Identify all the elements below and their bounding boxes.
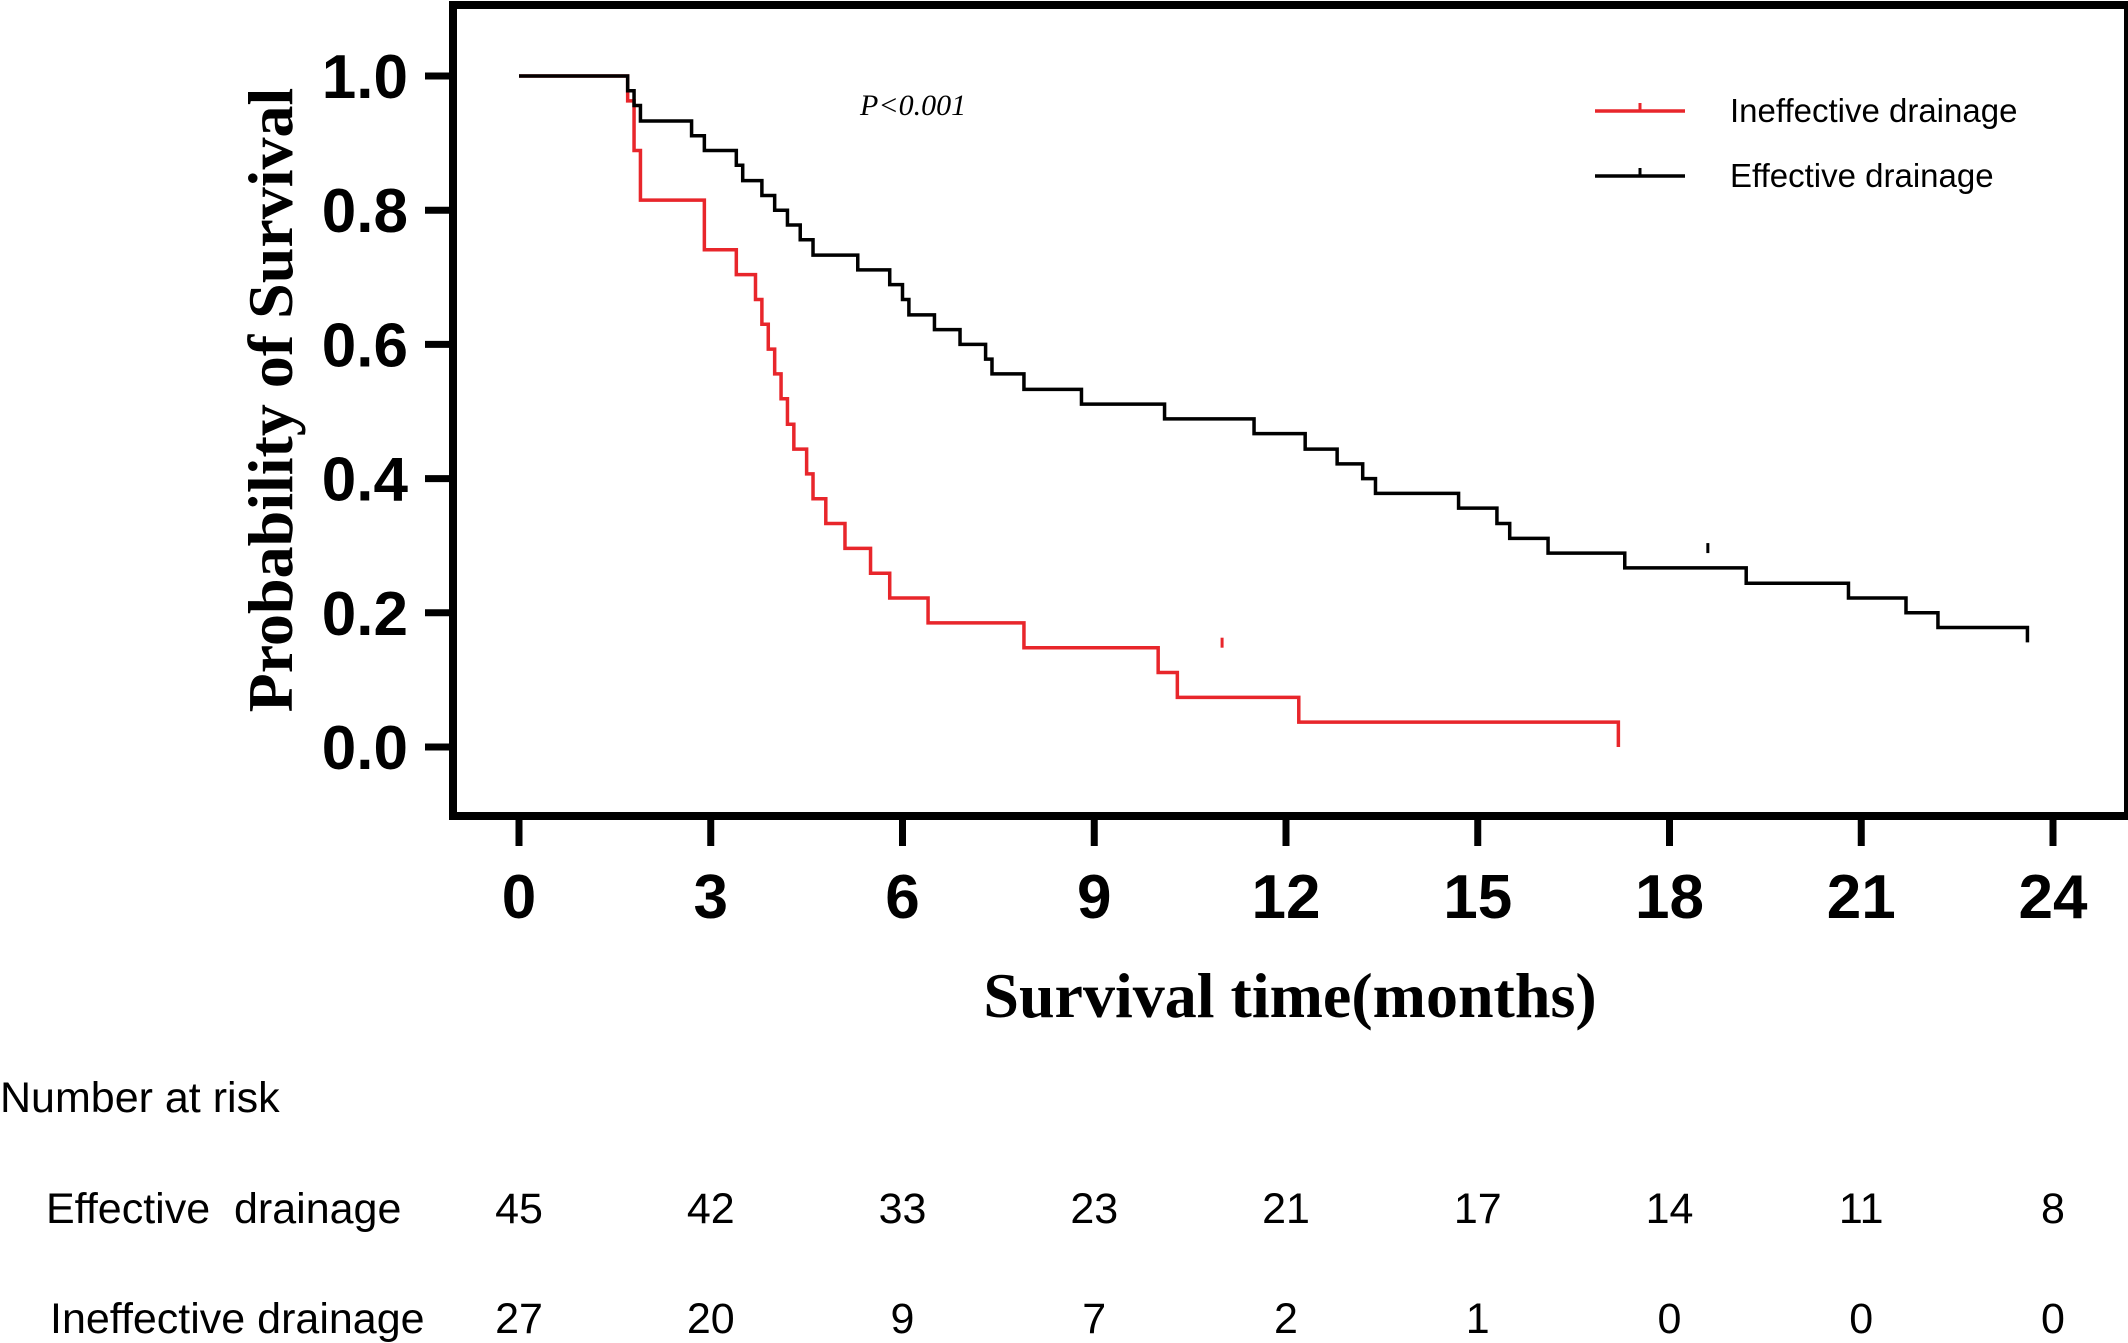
x-tick-label: 15 bbox=[1443, 863, 1512, 932]
risk-values: 45 42 33 23 21 17 14 11 827 20 9 7 2 1 0 0 0 bbox=[495, 1185, 2065, 1343]
x-tick-label: 18 bbox=[1635, 863, 1704, 932]
x-axis-title: Survival time(months) bbox=[983, 960, 1596, 1031]
series-layer bbox=[519, 74, 2030, 747]
risk-value: 0 bbox=[1658, 1295, 1682, 1343]
x-tick-label: 9 bbox=[1077, 863, 1111, 932]
risk-value: 7 bbox=[1082, 1295, 1106, 1343]
y-tick-label: 0.6 bbox=[322, 311, 408, 380]
y-tick-label: 0.8 bbox=[322, 177, 408, 246]
y-tick-label: 0.0 bbox=[322, 714, 408, 783]
risk-value: 45 bbox=[495, 1185, 543, 1233]
risk-value: 11 bbox=[1839, 1185, 1884, 1233]
y-tick-label: 1.0 bbox=[322, 43, 408, 112]
risk-table: Number at risk Effective drainage Ineffe… bbox=[0, 1074, 2065, 1343]
x-tick-label: 21 bbox=[1827, 863, 1896, 932]
risk-value: 23 bbox=[1070, 1185, 1118, 1233]
risk-value: 2 bbox=[1274, 1295, 1298, 1343]
risk-value: 1 bbox=[1466, 1295, 1490, 1343]
risk-value: 0 bbox=[2041, 1295, 2065, 1343]
legend-label-ineffective: Ineffective drainage bbox=[1730, 92, 2017, 129]
risk-value: 0 bbox=[1849, 1295, 1873, 1343]
risk-value: 27 bbox=[495, 1295, 543, 1343]
series-line-ineffective bbox=[519, 74, 1621, 747]
legend: Ineffective drainage Effective drainage bbox=[1595, 92, 2017, 194]
legend-label-effective: Effective drainage bbox=[1730, 157, 1994, 194]
risk-value: 9 bbox=[891, 1295, 915, 1343]
risk-value: 17 bbox=[1454, 1185, 1502, 1233]
y-axis-title: Probability of Survival bbox=[235, 88, 306, 713]
y-tick-label: 0.2 bbox=[322, 580, 408, 649]
risk-value: 20 bbox=[687, 1295, 735, 1343]
y-tick-label: 0.4 bbox=[322, 446, 409, 515]
axes-layer: 0.0 0.2 0.4 0.6 0.8 1.0 0 3 6 9 12 15 18 21 24 bbox=[322, 43, 2088, 932]
x-tick-label: 6 bbox=[885, 863, 919, 932]
risk-value: 42 bbox=[687, 1185, 735, 1233]
risk-value: 33 bbox=[879, 1185, 927, 1233]
risk-row-label-ineffective: Ineffective drainage bbox=[50, 1295, 425, 1343]
x-tick-label: 3 bbox=[694, 863, 728, 932]
p-value-annotation: P<0.001 bbox=[859, 89, 966, 122]
risk-row-label-effective: Effective drainage bbox=[46, 1185, 401, 1233]
x-tick-label: 24 bbox=[2019, 863, 2088, 932]
risk-value: 8 bbox=[2041, 1185, 2065, 1233]
risk-table-title: Number at risk bbox=[0, 1074, 280, 1122]
x-tick-label: 0 bbox=[502, 863, 536, 932]
x-tick-label: 12 bbox=[1252, 863, 1321, 932]
risk-value: 21 bbox=[1262, 1185, 1310, 1233]
plot-frame bbox=[449, 1, 2128, 820]
series-line-effective bbox=[519, 74, 2030, 643]
risk-value: 14 bbox=[1646, 1185, 1694, 1233]
